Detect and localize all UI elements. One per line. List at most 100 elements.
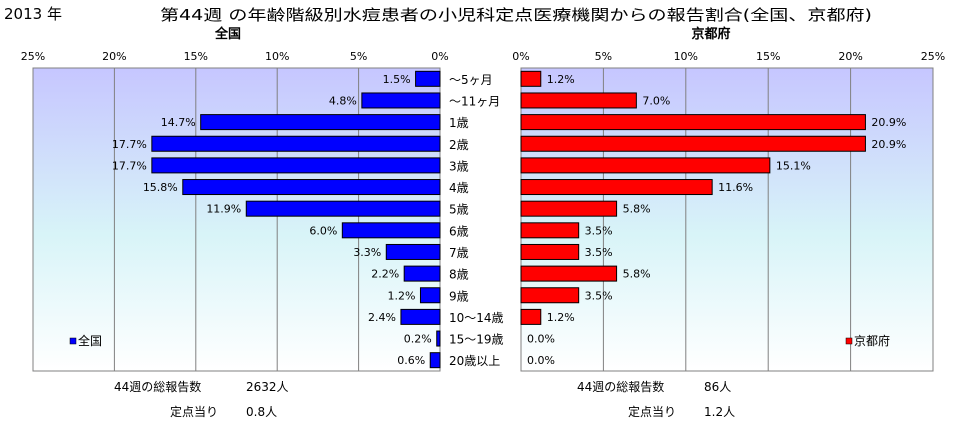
national-bar-label: 14.7% [161, 116, 196, 129]
kyoto-bar-label: 5.8% [623, 203, 651, 216]
national-bar [415, 70, 441, 87]
kyoto-x-tick-label: 25% [921, 50, 945, 63]
category-label: 5歳 [449, 203, 469, 217]
national-total-label: 44週の総報告数 [114, 380, 202, 394]
kyoto-x-tick-label: 15% [756, 50, 780, 63]
national-bar-label: 17.7% [112, 159, 147, 172]
kyoto-x-tick-label: 20% [838, 50, 862, 63]
category-label: 2歳 [449, 138, 469, 152]
category-label: ～11ヶ月 [449, 94, 500, 108]
kyoto-per-label: 定点当り [628, 405, 677, 419]
kyoto-x-tick-label: 5% [595, 50, 612, 63]
national-x-tick-label: 15% [184, 50, 208, 63]
kyoto-panel-title: 京都府 [691, 26, 730, 42]
national-bar [429, 352, 441, 369]
kyoto-legend-label: 京都府 [854, 333, 890, 348]
category-label: 6歳 [449, 224, 469, 238]
national-bar-label: 3.3% [353, 246, 381, 259]
kyoto-bar-label: 5.8% [623, 268, 651, 281]
kyoto-bar [520, 308, 542, 325]
category-label: 4歳 [449, 181, 469, 195]
national-bar [151, 157, 441, 174]
national-bar-label: 17.7% [112, 138, 147, 151]
national-x-tick-label: 0% [431, 50, 448, 63]
national-bar [341, 222, 441, 239]
national-per-label: 定点当り [170, 405, 219, 419]
category-label: 1歳 [449, 116, 469, 130]
national-bar-label: 0.6% [397, 354, 425, 367]
kyoto-bar-label: 1.2% [547, 73, 575, 86]
national-x-tick-label: 20% [102, 50, 126, 63]
kyoto-bar [520, 200, 618, 217]
kyoto-bar [520, 92, 637, 109]
national-bar-label: 15.8% [143, 181, 178, 194]
kyoto-bar [520, 265, 618, 282]
category-label: 3歳 [449, 159, 469, 173]
kyoto-bar [520, 222, 580, 239]
kyoto-bar-label: 20.9% [871, 138, 906, 151]
kyoto-bar [520, 243, 580, 260]
category-label: 20歳以上 [449, 354, 500, 368]
year-label: 2013 年 [4, 5, 62, 23]
kyoto-bar-label: 20.9% [871, 116, 906, 129]
national-legend-swatch [69, 337, 77, 345]
kyoto-bar [520, 114, 866, 131]
category-label: ～5ヶ月 [449, 73, 493, 87]
national-bar-label: 0.2% [404, 333, 432, 346]
kyoto-bar-label: 3.5% [585, 246, 613, 259]
kyoto-bar-label: 7.0% [642, 94, 670, 107]
kyoto-plot-area [520, 67, 934, 372]
category-label: 7歳 [449, 246, 469, 260]
national-bar [385, 243, 441, 260]
national-bar [400, 308, 441, 325]
national-bar [182, 179, 441, 196]
kyoto-bar-label: 0.0% [527, 354, 555, 367]
national-x-tick-label: 5% [350, 50, 367, 63]
national-bar [436, 330, 441, 347]
kyoto-total-label: 44週の総報告数 [577, 380, 665, 394]
national-bar-label: 2.2% [371, 268, 399, 281]
kyoto-bar [520, 157, 771, 174]
kyoto-bar-label: 11.6% [718, 181, 753, 194]
national-x-tick-label: 25% [21, 50, 45, 63]
national-plot-area [32, 67, 441, 372]
national-total-value: 2632人 [246, 380, 289, 394]
chart-title: 第44週 の年齢階級別水痘患者の小児科定点医療機関からの報告割合(全国、京都府) [160, 6, 872, 24]
kyoto-bar [520, 135, 866, 152]
kyoto-bar-label: 15.1% [776, 159, 811, 172]
national-bar-label: 4.8% [329, 94, 357, 107]
national-bar [419, 287, 441, 304]
category-label: 15～19歳 [449, 333, 504, 347]
kyoto-total-value: 86人 [704, 380, 732, 394]
national-bar [245, 200, 441, 217]
kyoto-bar [520, 70, 542, 87]
kyoto-bar-label: 1.2% [547, 311, 575, 324]
kyoto-bar-label: 3.5% [585, 224, 613, 237]
national-bar-label: 11.9% [206, 203, 241, 216]
category-label: 10～14歳 [449, 311, 504, 325]
kyoto-bar [520, 179, 713, 196]
national-panel-title: 全国 [214, 26, 241, 42]
kyoto-legend-swatch [845, 337, 853, 345]
category-label: 9歳 [449, 289, 469, 303]
national-bar [200, 114, 441, 131]
category-label: 8歳 [449, 268, 469, 282]
national-bar-label: 1.2% [388, 289, 416, 302]
kyoto-bar [520, 287, 580, 304]
kyoto-x-tick-label: 0% [512, 50, 529, 63]
national-bar [361, 92, 441, 109]
national-bar-label: 1.5% [383, 73, 411, 86]
national-bar [151, 135, 441, 152]
national-bar-label: 2.4% [368, 311, 396, 324]
kyoto-x-tick-label: 10% [674, 50, 698, 63]
kyoto-per-value: 1.2人 [704, 405, 736, 419]
national-bar [403, 265, 441, 282]
national-bar-label: 6.0% [309, 224, 337, 237]
national-per-value: 0.8人 [246, 405, 278, 419]
national-legend-label: 全国 [78, 333, 102, 348]
national-x-tick-label: 10% [265, 50, 289, 63]
kyoto-bar-label: 0.0% [527, 333, 555, 346]
kyoto-bar-label: 3.5% [585, 289, 613, 302]
